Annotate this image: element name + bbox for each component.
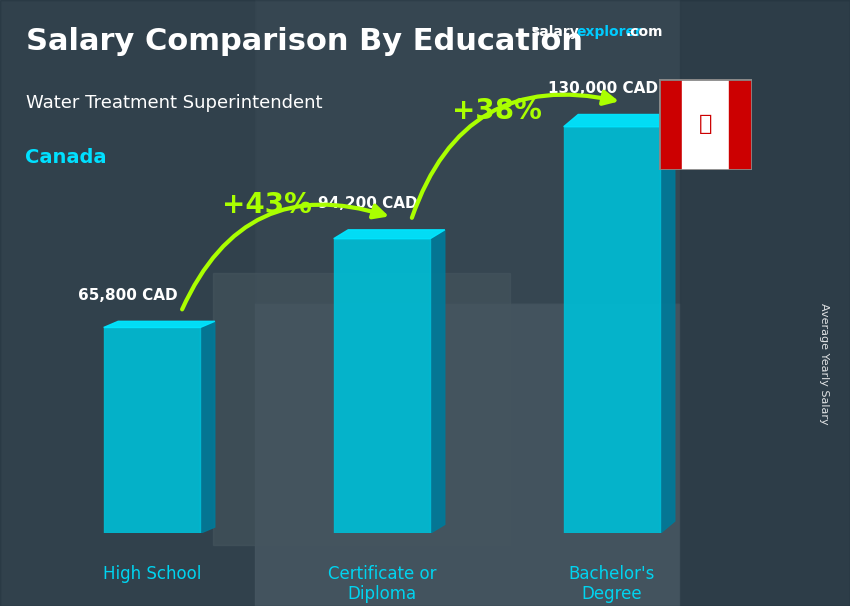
FancyArrowPatch shape	[412, 92, 615, 218]
Text: 65,800 CAD: 65,800 CAD	[78, 287, 178, 302]
Polygon shape	[104, 321, 215, 327]
Text: .com: .com	[626, 25, 663, 39]
Text: Salary Comparison By Education: Salary Comparison By Education	[26, 27, 582, 56]
Text: Water Treatment Superintendent: Water Treatment Superintendent	[26, 94, 322, 112]
Bar	[728, 79, 752, 170]
Polygon shape	[430, 230, 445, 533]
Polygon shape	[334, 230, 445, 239]
Bar	[104, 327, 201, 533]
Bar	[564, 127, 660, 533]
Bar	[334, 239, 430, 533]
Bar	[682, 79, 728, 170]
Polygon shape	[201, 321, 215, 533]
Polygon shape	[564, 115, 675, 127]
Text: Canada: Canada	[26, 148, 107, 167]
Text: High School: High School	[103, 565, 201, 582]
Text: salary: salary	[531, 25, 579, 39]
Text: 94,200 CAD: 94,200 CAD	[318, 196, 417, 211]
Text: Average Yearly Salary: Average Yearly Salary	[819, 303, 829, 424]
Text: +38%: +38%	[452, 97, 542, 125]
Text: Bachelor's
Degree: Bachelor's Degree	[569, 565, 655, 604]
Text: +43%: +43%	[222, 191, 312, 219]
Text: Certificate or
Diploma: Certificate or Diploma	[328, 565, 436, 604]
FancyArrowPatch shape	[182, 205, 384, 310]
Text: 🍁: 🍁	[699, 114, 712, 135]
Text: 130,000 CAD: 130,000 CAD	[547, 81, 658, 96]
Text: explorer: explorer	[576, 25, 643, 39]
Bar	[659, 79, 682, 170]
Polygon shape	[660, 115, 675, 533]
